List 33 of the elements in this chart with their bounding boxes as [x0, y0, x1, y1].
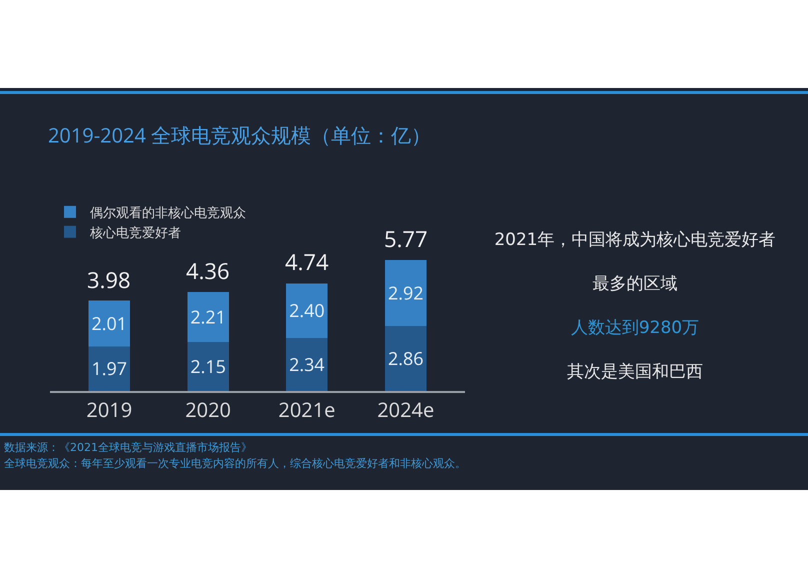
total-label: 4.36 — [186, 256, 230, 286]
data-label: 2.34 — [289, 353, 325, 378]
bar — [88, 346, 130, 391]
data-label: 2.40 — [289, 299, 325, 324]
bar — [187, 342, 229, 391]
data-label: 1.97 — [92, 357, 128, 382]
data-label: 2.92 — [388, 282, 424, 306]
total-label: 4.74 — [285, 247, 329, 277]
source-note: 数据来源：《2021全球电竞与游戏直播市场报告》 — [4, 440, 253, 456]
text: 全球电竞观众：每年至少观看一次专业电竞内容的所有人，综合核心电竞爱好者和非核心观众。 — [4, 456, 466, 472]
text: 最多的区域 — [592, 273, 678, 296]
x-tick-label: 2021e — [278, 396, 336, 423]
x-tick-label: 2019 — [86, 396, 132, 423]
bar — [384, 260, 426, 326]
text: 人数达到9280万 — [570, 317, 700, 340]
x-tick-label: 2024e — [377, 396, 434, 423]
data-label: 2.01 — [92, 312, 128, 336]
chart-title: 2019-2024 全球电竞观众规模（单位：亿） — [48, 122, 432, 148]
data-label: 2.21 — [190, 306, 226, 330]
x-tick-label: 2020 — [185, 396, 231, 423]
legend-label: 偶尔观看的非核心电竞观众 — [90, 202, 246, 221]
bar — [384, 326, 426, 391]
total-label: 5.77 — [384, 224, 428, 254]
total-label: 3.98 — [87, 265, 131, 295]
bar — [286, 338, 328, 391]
data-label: 2.86 — [388, 347, 424, 372]
bar — [88, 300, 130, 346]
bar — [286, 283, 328, 338]
legend-label: 核心电竞爱好者 — [89, 222, 181, 241]
text: 其次是美国和巴西 — [566, 361, 704, 384]
text: 2021年，中国将成为核心电竞爱好者 — [493, 229, 777, 252]
bar — [187, 292, 229, 342]
data-label: 2.15 — [190, 355, 226, 380]
